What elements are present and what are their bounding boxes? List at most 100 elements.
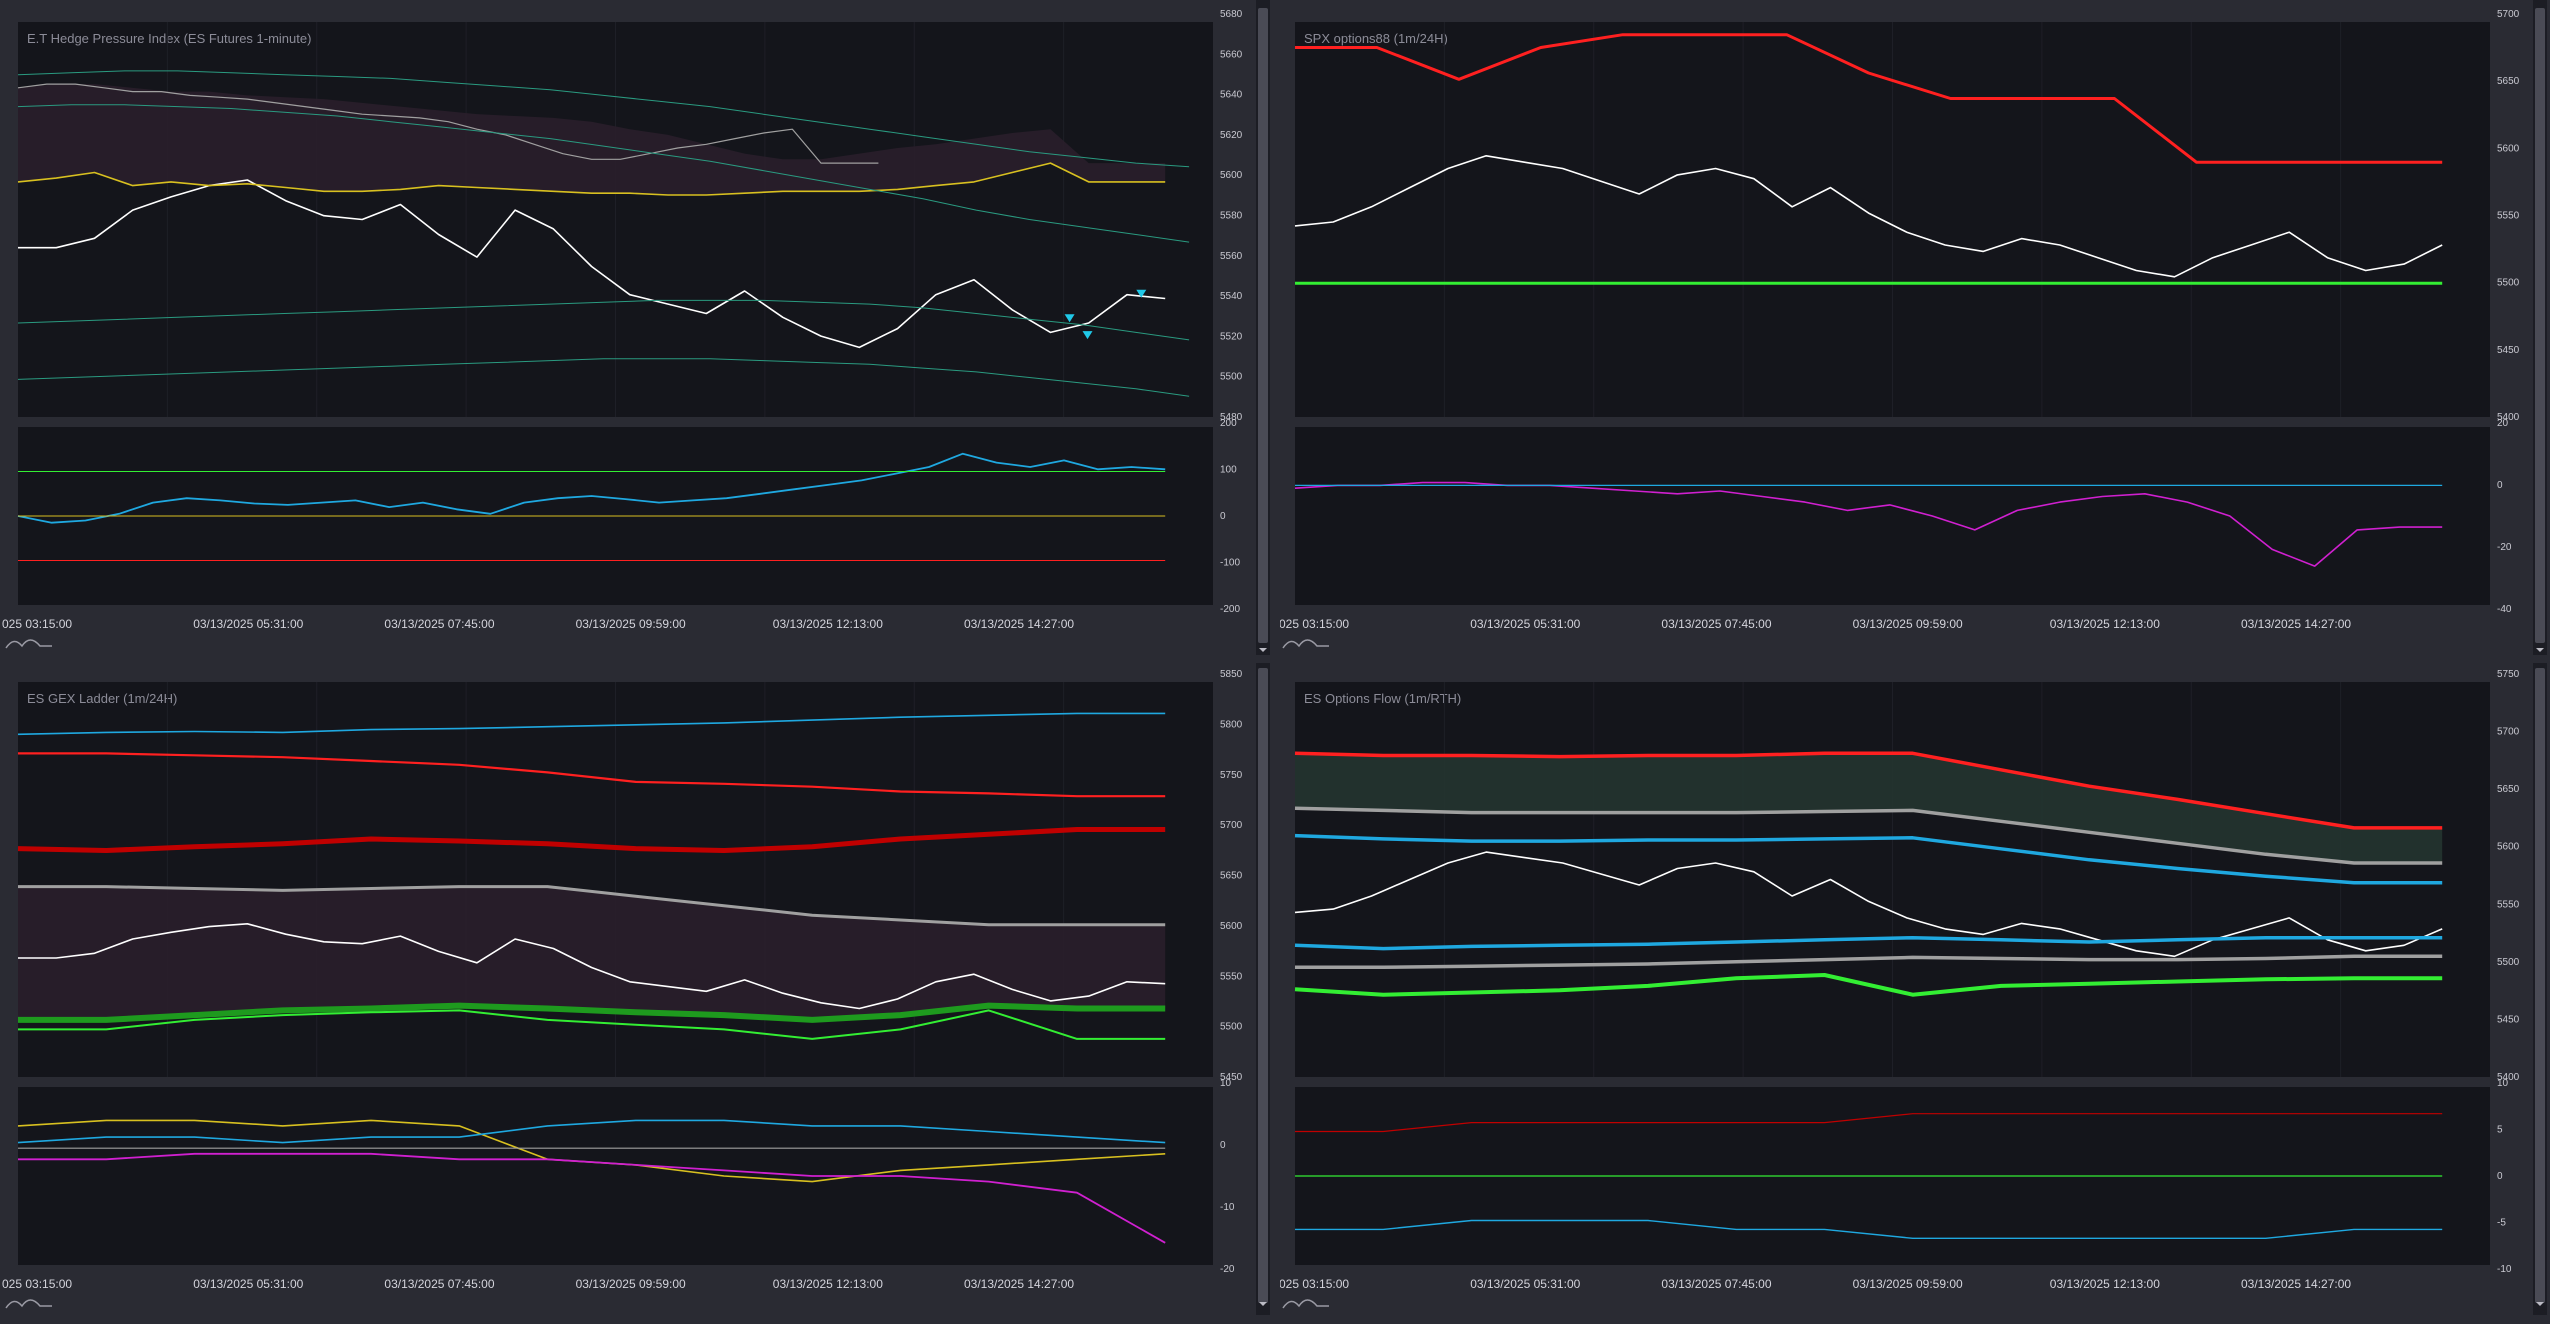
series-line — [18, 752, 1166, 798]
y-tick-label: 5500 — [2497, 278, 2520, 289]
gex-lower-series — [17, 1119, 1166, 1244]
lower-y-tick-label: -100 — [1220, 558, 1240, 569]
y-tick-label: 5500 — [1220, 1022, 1243, 1033]
spx-lower-y-axis: 20 0 -20 -40 — [2497, 418, 2512, 615]
left-bottom-scroll-down-icon[interactable] — [1259, 1302, 1267, 1306]
y-tick-label: 5750 — [1220, 770, 1243, 781]
y-tick-label: 5700 — [1220, 820, 1243, 831]
time-axis-label: 025 03:15:00 — [2, 1277, 72, 1291]
y-tick-label: 5500 — [1220, 372, 1243, 383]
flow-time-axis: 025 03:15:00 03/13/2025 05:31:00 03/13/202… — [1279, 1277, 2351, 1291]
y-tick-label: 5550 — [1220, 971, 1243, 982]
lower-y-tick-label: -5 — [2497, 1218, 2506, 1229]
lower-y-tick-label: 0 — [2497, 480, 2503, 491]
right-scroll-down-icon[interactable] — [2536, 648, 2544, 652]
time-axis-label: 025 03:15:00 — [2, 617, 72, 631]
y-tick-label: 5580 — [1220, 211, 1243, 222]
lower-y-tick-label: 10 — [1220, 1078, 1232, 1089]
time-axis-label: 025 03:15:00 — [1279, 1277, 1349, 1291]
y-tick-label: 5550 — [2497, 899, 2520, 910]
time-axis-label: 03/13/2025 07:45:00 — [1661, 1277, 1771, 1291]
hedge-title: E.T Hedge Pressure Index (ES Futures 1-m… — [27, 31, 311, 46]
chart-logo-icon[interactable] — [1282, 639, 1329, 649]
time-axis-label: 03/13/2025 14:27:00 — [964, 1277, 1074, 1291]
series-line — [18, 885, 1166, 927]
lower-y-tick-label: 5 — [2497, 1125, 2503, 1136]
time-axis-label: 03/13/2025 12:13:00 — [773, 1277, 883, 1291]
y-tick-label: 5400 — [2497, 1072, 2520, 1083]
y-tick-label: 5700 — [2497, 9, 2520, 20]
lower-y-tick-label: 0 — [2497, 1171, 2503, 1182]
chart-logo-icon[interactable] — [5, 1299, 52, 1309]
right-bottom-scroll-down-icon[interactable] — [2536, 1302, 2544, 1306]
time-axis-label: 03/13/2025 09:59:00 — [1853, 1277, 1963, 1291]
series-line — [17, 712, 1166, 736]
y-tick-label: 5450 — [2497, 345, 2520, 356]
gex-y-axis: 5850 5800 5750 5700 5650 5600 5550 5500 5450 — [1220, 669, 1243, 1083]
y-tick-label: 5600 — [1220, 921, 1243, 932]
left-scrollbar[interactable] — [1256, 0, 1270, 655]
series-line — [1294, 833, 2443, 885]
series-line — [1295, 954, 2443, 970]
lower-y-tick-label: 0 — [1220, 1140, 1226, 1151]
gex-lower-y-axis: 10 0 -10 -20 — [1220, 1078, 1235, 1275]
gex-time-axis: 025 03:15:00 03/13/2025 05:31:00 03/13/202… — [2, 1277, 1074, 1291]
hedge-lower-series — [17, 452, 1166, 561]
spx-series — [1294, 33, 2443, 285]
series-line — [18, 923, 1166, 1010]
lower-series-line — [1295, 1219, 2443, 1239]
y-tick-label: 5850 — [1220, 669, 1243, 680]
y-tick-label: 5480 — [1220, 412, 1243, 423]
spx-y-axis: 5700 5650 5600 5550 5500 5450 5400 — [2497, 9, 2520, 423]
lower-y-tick-label: -20 — [2497, 542, 2512, 553]
left-scroll-down-icon[interactable] — [1259, 648, 1267, 652]
lower-y-tick-label: -40 — [2497, 604, 2512, 615]
series-line — [17, 827, 1166, 853]
time-axis-label: 03/13/2025 07:45:00 — [1661, 617, 1771, 631]
hedge-lower-y-axis: 200 100 0 -100 -200 — [1220, 418, 1240, 615]
time-axis-label: 03/13/2025 09:59:00 — [1853, 617, 1963, 631]
left-scroll-thumb[interactable] — [1258, 8, 1268, 643]
time-axis-label: 03/13/2025 12:13:00 — [2050, 617, 2160, 631]
chart-logo-icon[interactable] — [5, 639, 52, 649]
right-scrollbar[interactable] — [2533, 0, 2547, 655]
y-tick-label: 5650 — [2497, 76, 2520, 87]
y-tick-label: 5540 — [1220, 291, 1243, 302]
flow-y-axis: 5750 5700 5650 5600 5550 5500 5450 5400 — [2497, 669, 2520, 1083]
y-tick-label: 5600 — [1220, 170, 1243, 181]
left-bottom-scroll-thumb[interactable] — [1258, 668, 1268, 1303]
vertical-divider — [1272, 0, 1280, 1319]
shaded-band — [1295, 753, 2443, 864]
left-bottom-scrollbar[interactable] — [1256, 660, 1270, 1315]
series-line — [1295, 33, 2443, 164]
lower-series-line — [1294, 481, 2443, 567]
right-bottom-scrollbar[interactable] — [2533, 660, 2547, 1315]
chart-logo-icon[interactable] — [1282, 1299, 1329, 1309]
series-line — [17, 70, 1190, 168]
time-axis-label: 03/13/2025 07:45:00 — [384, 1277, 494, 1291]
flow-lower-series — [1295, 1113, 2443, 1239]
series-line — [1294, 851, 2443, 958]
hedge-markers — [1064, 289, 1147, 340]
y-tick-label: 5750 — [2497, 669, 2520, 680]
time-axis-label: 03/13/2025 14:27:00 — [2241, 617, 2351, 631]
right-scroll-thumb[interactable] — [2535, 8, 2545, 643]
right-bottom-scroll-thumb[interactable] — [2535, 668, 2545, 1303]
spx-gridlines — [1443, 22, 2342, 417]
flow-title: ES Options Flow (1m/RTH) — [1304, 691, 1461, 706]
y-tick-label: 5680 — [1220, 9, 1243, 20]
flow-lower-y-axis: 10 5 0 -5 -10 — [2497, 1078, 2512, 1275]
y-tick-label: 5650 — [2497, 784, 2520, 795]
time-axis-label: 03/13/2025 12:13:00 — [2050, 1277, 2160, 1291]
time-axis-label: 03/13/2025 07:45:00 — [384, 617, 494, 631]
lower-series-line — [1295, 1113, 2443, 1133]
series-line — [17, 104, 1190, 243]
time-axis-label: 03/13/2025 09:59:00 — [576, 1277, 686, 1291]
y-tick-label: 5450 — [1220, 1072, 1243, 1083]
shaded-band — [18, 84, 1166, 196]
lower-y-tick-label: 200 — [1220, 418, 1237, 429]
y-tick-label: 5550 — [2497, 211, 2520, 222]
time-axis-label: 03/13/2025 05:31:00 — [1470, 1277, 1580, 1291]
